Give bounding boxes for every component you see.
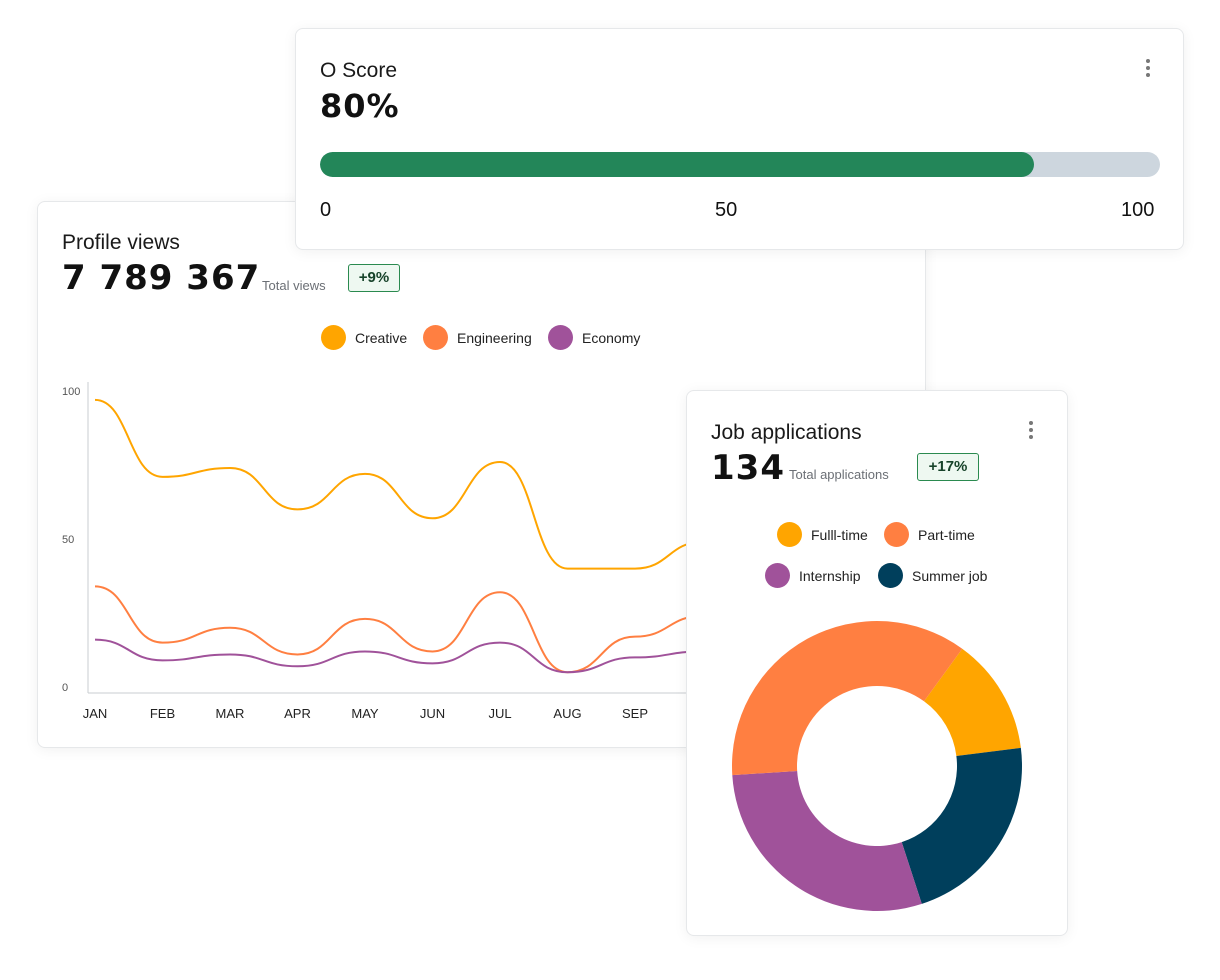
legend-creative: Creative	[321, 325, 407, 350]
job-applications-total: 134	[711, 448, 785, 488]
x-tick-label: APR	[284, 706, 311, 721]
job-applications-title: Job applications	[711, 421, 862, 444]
x-tick-label: FEB	[150, 706, 175, 721]
y-tick-label: 0	[62, 682, 68, 694]
legend-economy-label: Economy	[582, 329, 641, 346]
legend-creative-swatch	[321, 325, 346, 350]
profile-views-line-chart: 050100JANFEBMARAPRMAYJUNJULAUGSEPOCT	[62, 382, 918, 721]
legend-part-time: Part-time	[884, 522, 975, 547]
legend-internship: Internship	[765, 563, 860, 588]
legend-full-time-swatch	[777, 522, 802, 547]
legend-economy: Economy	[548, 325, 640, 350]
o-score-value: 80%	[320, 87, 400, 125]
job-applications-total-label: Total applications	[789, 467, 889, 482]
legend-part-time-label: Part-time	[918, 526, 975, 543]
job-applications-card: Job applications 134 Total applications …	[686, 390, 1068, 936]
profile-views-title: Profile views	[62, 231, 180, 254]
o-score-scale-mid: 50	[715, 199, 738, 221]
donut-slice-fulll-time	[924, 648, 1021, 756]
o-score-menu-icon[interactable]	[1146, 59, 1150, 80]
donut-slice-part-time	[732, 621, 963, 776]
legend-engineering-label: Engineering	[457, 329, 532, 346]
donut-slice-internship	[732, 771, 922, 911]
legend-summer-job-label: Summer job	[912, 567, 988, 584]
donut-slice-summer-job	[901, 747, 1022, 904]
x-tick-label: JUL	[488, 706, 511, 721]
o-score-scale-min: 0	[320, 199, 332, 221]
o-score-progress-track	[320, 152, 1160, 177]
legend-part-time-swatch	[884, 522, 909, 547]
series-line-creative	[94, 398, 703, 570]
legend-summer-job-swatch	[878, 563, 903, 588]
legend-full-time: Fulll-time	[777, 522, 868, 547]
legend-economy-swatch	[548, 325, 573, 350]
y-tick-label: 50	[62, 534, 74, 546]
x-tick-label: JUN	[420, 706, 445, 721]
series-line-engineering	[94, 585, 703, 674]
legend-internship-swatch	[765, 563, 790, 588]
job-applications-change-badge: +17%	[917, 453, 979, 481]
job-applications-donut-chart	[732, 621, 1022, 911]
legend-creative-label: Creative	[355, 329, 408, 346]
profile-views-total-label: Total views	[262, 278, 326, 293]
legend-summer-job: Summer job	[878, 563, 987, 588]
o-score-scale-max: 100	[1121, 199, 1155, 221]
legend-engineering: Engineering	[423, 325, 532, 350]
x-tick-label: MAR	[216, 706, 245, 721]
x-tick-label: SEP	[622, 706, 648, 721]
o-score-card: O Score 80% 0 50 100	[295, 28, 1184, 250]
x-tick-label: MAY	[351, 706, 379, 721]
job-applications-menu-icon[interactable]	[1029, 421, 1033, 442]
o-score-title: O Score	[320, 59, 398, 82]
profile-views-total: 7 789 367	[62, 258, 261, 298]
legend-engineering-swatch	[423, 325, 448, 350]
y-tick-label: 100	[62, 386, 80, 398]
x-tick-label: JAN	[83, 706, 108, 721]
legend-full-time-label: Fulll-time	[811, 526, 868, 543]
series-line-economy	[94, 638, 703, 674]
profile-views-change-badge: +9%	[348, 264, 400, 292]
x-tick-label: AUG	[553, 706, 581, 721]
o-score-progress-fill	[320, 152, 1034, 177]
legend-internship-label: Internship	[799, 567, 861, 584]
